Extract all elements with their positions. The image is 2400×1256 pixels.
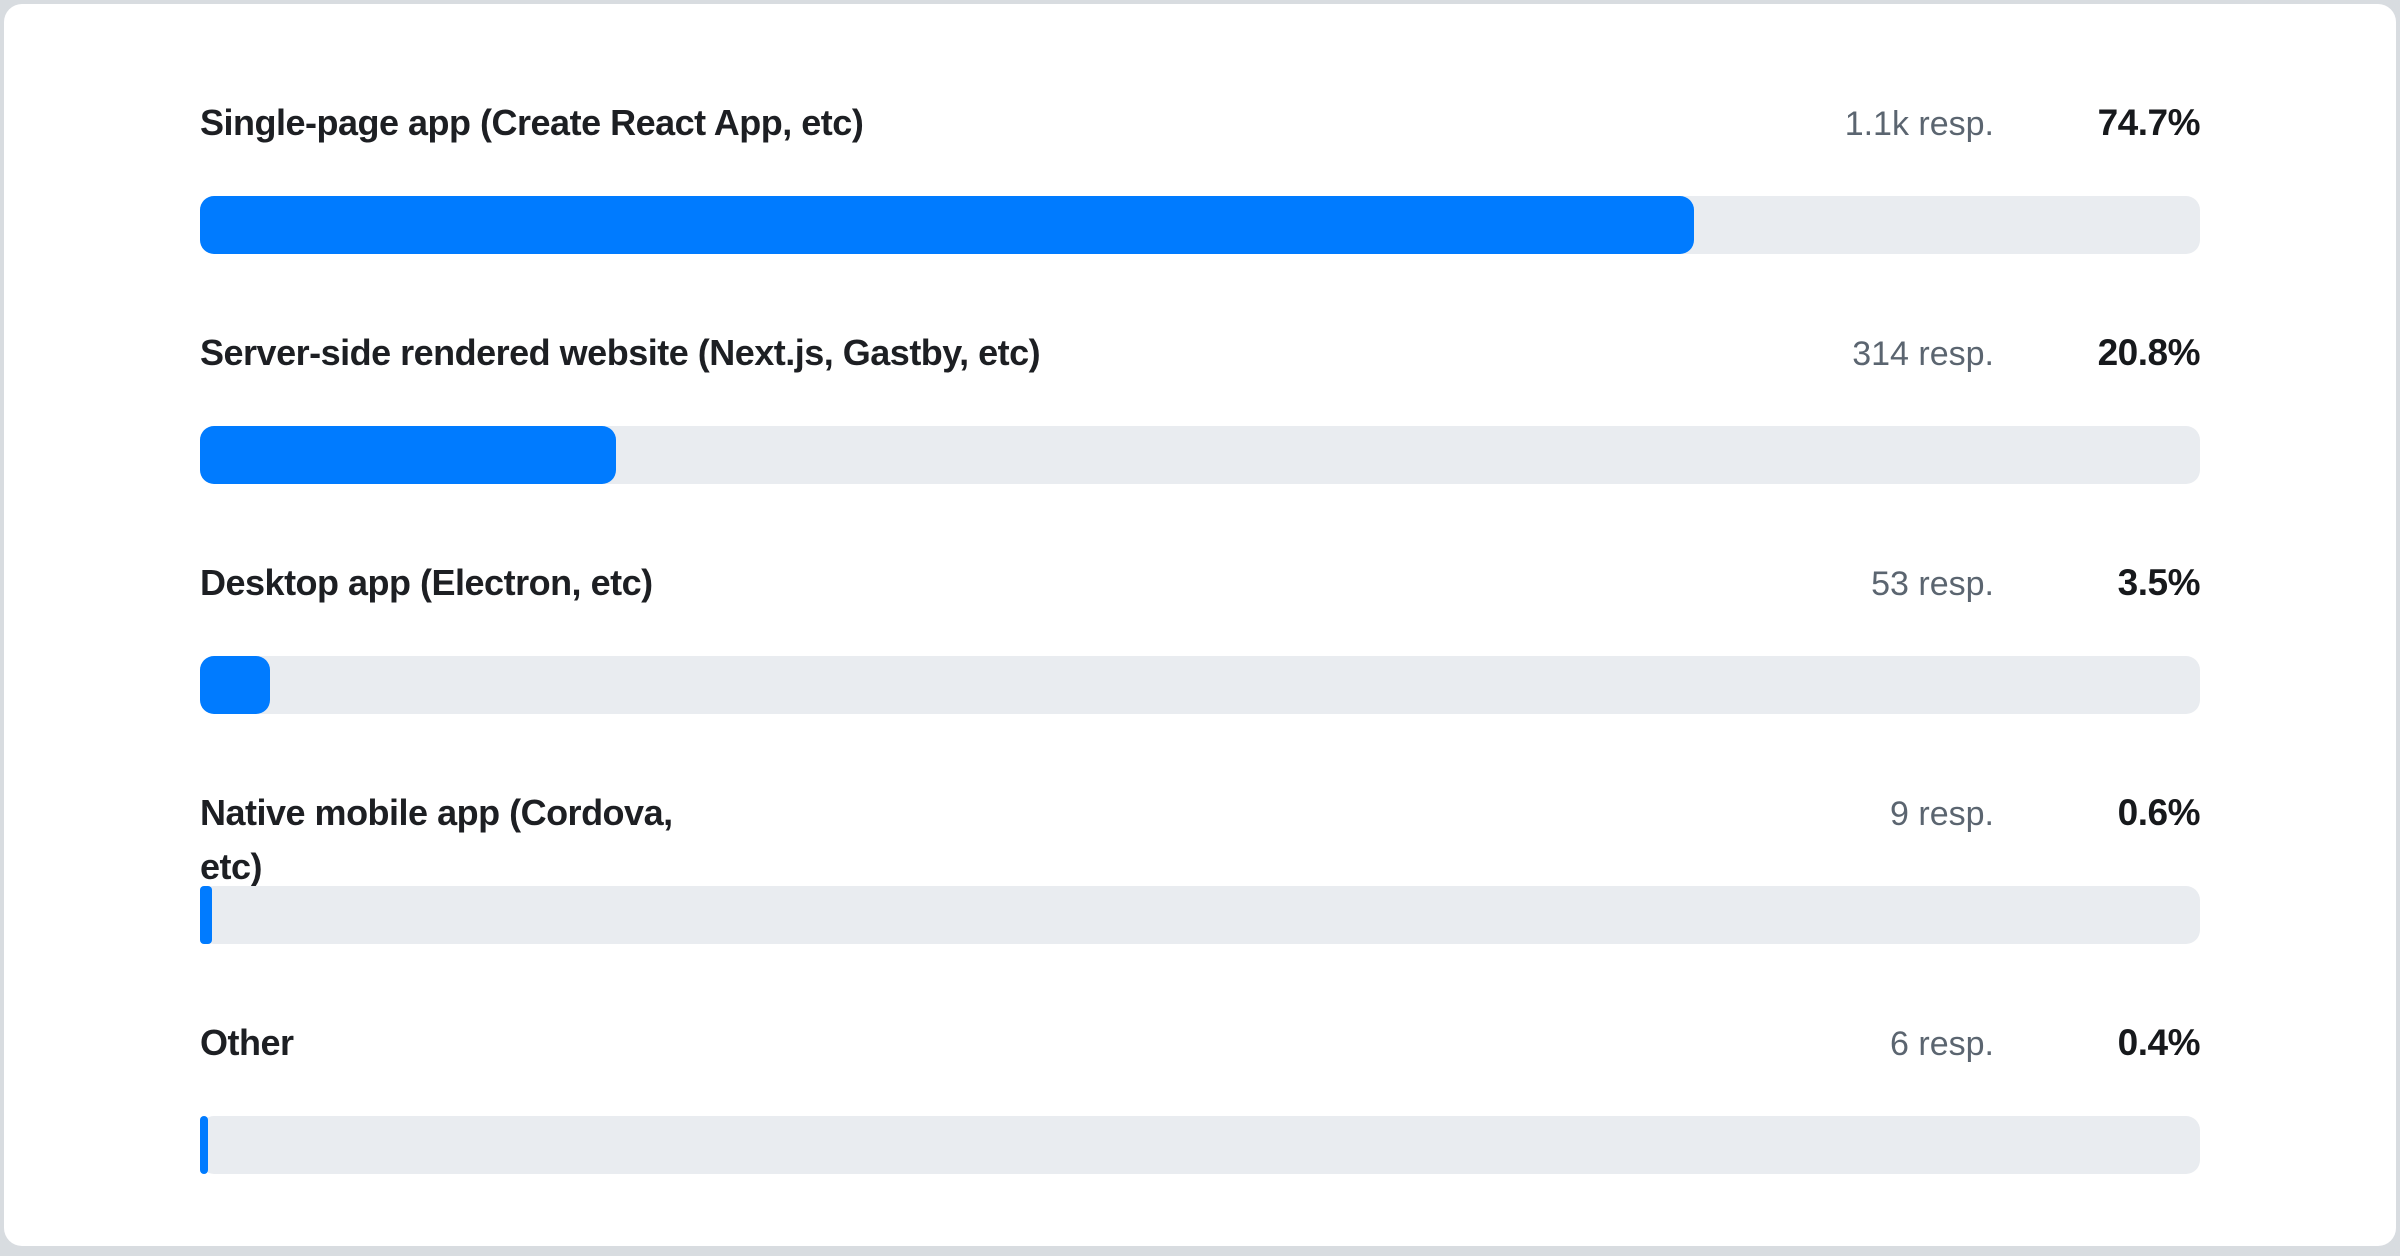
responses-count: 6 resp. (1890, 1025, 1994, 1063)
row-stats: 53 resp. 3.5% (1871, 556, 2200, 611)
responses-count: 53 resp. (1871, 565, 1994, 603)
row-label: Desktop app (Electron, etc) (200, 562, 653, 603)
row-label: Single-page app (Create React App, etc) (200, 102, 864, 143)
row-label: Server-side rendered website (Next.js, G… (200, 332, 1041, 373)
bar-fill (200, 656, 270, 714)
row-stats: 9 resp. 0.6% (1890, 786, 2200, 841)
responses-count: 9 resp. (1890, 795, 1994, 833)
percent-value: 0.6% (2117, 792, 2201, 833)
survey-row: Native mobile app (Cordova, etc) 9 resp.… (200, 786, 2201, 1016)
row-header: Desktop app (Electron, etc) 53 resp. 3.5… (200, 556, 2201, 656)
row-label: Other (200, 1022, 294, 1063)
survey-row: Other 6 resp. 0.4% (200, 1016, 2201, 1246)
row-header: Other 6 resp. 0.4% (200, 1016, 2201, 1116)
bar-fill (200, 1116, 208, 1174)
bar-fill (200, 886, 212, 944)
responses-count: 314 resp. (1852, 335, 1994, 373)
survey-results-card: Single-page app (Create React App, etc) … (4, 4, 2396, 1246)
row-header: Native mobile app (Cordova, etc) 9 resp.… (200, 786, 2201, 887)
percent-value: 0.4% (2117, 1022, 2201, 1063)
row-stats: 314 resp. 20.8% (1852, 326, 2200, 381)
bar-fill (200, 426, 616, 484)
row-label: Native mobile app (Cordova, etc) (200, 792, 673, 887)
survey-row: Single-page app (Create React App, etc) … (200, 96, 2201, 326)
survey-row: Desktop app (Electron, etc) 53 resp. 3.5… (200, 556, 2201, 786)
bar-track (200, 426, 2200, 484)
percent-value: 74.7% (2097, 102, 2201, 143)
row-stats: 1.1k resp. 74.7% (1844, 96, 2201, 151)
responses-count: 1.1k resp. (1844, 105, 1994, 143)
row-header: Single-page app (Create React App, etc) … (200, 96, 2201, 196)
bar-track (200, 656, 2200, 714)
percent-value: 20.8% (2097, 332, 2201, 373)
bar-track (200, 1116, 2200, 1174)
bar-track (200, 886, 2200, 944)
row-stats: 6 resp. 0.4% (1890, 1016, 2200, 1071)
row-header: Server-side rendered website (Next.js, G… (200, 326, 2201, 426)
bar-fill (200, 196, 1694, 254)
bar-track (200, 196, 2200, 254)
survey-row: Server-side rendered website (Next.js, G… (200, 326, 2201, 556)
percent-value: 3.5% (2117, 562, 2201, 603)
